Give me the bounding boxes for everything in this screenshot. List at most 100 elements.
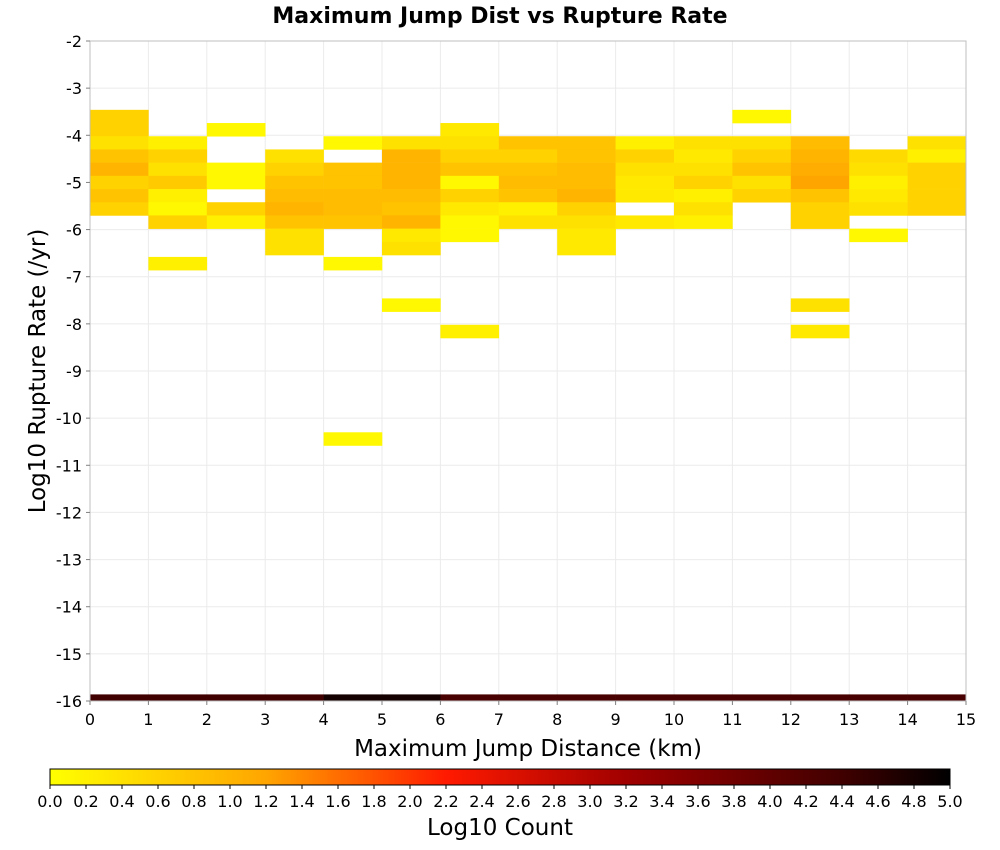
heatmap-cell [440,162,500,177]
heatmap-cell-bottom-row [90,694,149,701]
heatmap-cell [90,123,149,137]
heatmap-cell [615,162,675,177]
x-axis-label: Maximum Jump Distance (km) [354,736,702,762]
heatmap-cell [206,215,266,229]
heatmap-cell [498,149,558,163]
heatmap-cell [674,175,733,190]
heatmap-cell-bottom-row [498,694,558,701]
colorbar-tick-label: 1.2 [253,792,278,811]
heatmap-cell [440,189,500,203]
colorbar-tick-label: 1.0 [217,792,242,811]
colorbar-tick-label: 0.8 [181,792,206,811]
heatmap-cell [732,162,792,177]
heatmap-cell [557,149,616,163]
heatmap-cell [90,175,149,190]
heatmap-cell [148,175,208,190]
heatmap-cell [265,228,324,243]
heatmap-cell [440,215,500,229]
x-tick-label: 0 [85,710,95,729]
y-tick-label: -15 [56,645,82,664]
y-axis-ticks: -2 -3 -4 -5 -6 -7 -8 -9 -10 -11 -12 -13 -14 -15 -16 [56,32,90,711]
heatmap-cell [90,136,149,150]
heatmap-cell-bottom-row [557,694,616,701]
heatmap-cell [323,215,383,229]
heatmap-cell [674,162,733,177]
x-tick-label: 11 [722,710,742,729]
y-axis-label: Log10 Rupture Rate (/yr) [25,229,51,514]
heatmap-cell [849,162,908,177]
heatmap-cell [674,202,733,216]
x-tick-label: 2 [202,710,212,729]
heatmap-cell [732,175,792,190]
colorbar-tick-label: 2.2 [433,792,458,811]
heatmap-cell [265,189,324,203]
heatmap-cell [615,136,675,150]
heatmap-cell-bottom-row [440,694,500,701]
x-tick-label: 1 [143,710,153,729]
heatmap-cell [498,202,558,216]
heatmap-cell [323,189,383,203]
heatmap-cell [265,241,324,256]
colorbar-tick-label: 4.4 [829,792,854,811]
heatmap-cell [323,136,383,150]
heatmap-cell [323,175,383,190]
heatmap-cell [90,162,149,177]
colorbar-tick-label: 0.0 [37,792,62,811]
heatmap-cell-bottom-row [907,694,967,701]
heatmap-cell [674,215,733,229]
y-tick-label: -5 [66,173,82,192]
heatmap-cell [382,136,441,150]
heatmap-cell [206,162,266,177]
heatmap-cell [382,228,441,243]
heatmap-cell [498,136,558,150]
heatmap-cell [790,202,850,216]
heatmap-cell [382,202,441,216]
y-tick-label: -12 [56,503,82,522]
heatmap-cell [382,241,441,256]
heatmap-cell [790,162,850,177]
heatmap-cell [849,228,908,243]
y-tick-label: -4 [66,126,82,145]
y-tick-label: -13 [56,551,82,570]
heatmap-cell [790,149,850,163]
heatmap-cell [907,136,967,150]
heatmap-cell [498,189,558,203]
heatmap-cell [206,123,266,137]
y-tick-label: -10 [56,409,82,428]
heatmap-cell [674,149,733,163]
y-tick-label: -11 [56,456,82,475]
heatmap-cell [615,189,675,203]
colorbar-tick-label: 0.4 [109,792,134,811]
heatmap-cell [265,149,324,163]
heatmap-cell-bottom-row [732,694,792,701]
colorbar-tick-label: 4.0 [757,792,782,811]
heatmap-cell [323,256,383,271]
heatmap-cell [498,162,558,177]
x-tick-label: 13 [839,710,859,729]
heatmap-cell [440,228,500,243]
x-tick-label: 8 [552,710,562,729]
heatmap-cell [440,175,500,190]
heatmap-cell-bottom-row [849,694,908,701]
heatmap-cell [557,228,616,243]
heatmap-cell [615,175,675,190]
heatmap-cell [206,202,266,216]
heatmap-cell [440,202,500,216]
heatmap-cell [498,175,558,190]
heatmap-cell [615,149,675,163]
heatmap-cell [148,162,208,177]
heatmap-cell-bottom-row [206,694,266,701]
heatmap-cells [90,109,967,701]
heatmap-cell [440,149,500,163]
colorbar-ticks: 0.0 0.2 0.4 0.6 0.8 1.0 1.2 1.4 1.6 1.8 2.0 2.2 2.4 2… [37,785,963,811]
heatmap-cell [265,175,324,190]
y-tick-label: -6 [66,221,82,240]
heatmap-cell-bottom-row [148,694,208,701]
heatmap-cell [90,202,149,216]
heatmap-cell [557,162,616,177]
colorbar-tick-label: 0.6 [145,792,170,811]
colorbar-tick-label: 4.8 [901,792,926,811]
y-tick-label: -7 [66,268,82,287]
heatmap-cell [849,149,908,163]
